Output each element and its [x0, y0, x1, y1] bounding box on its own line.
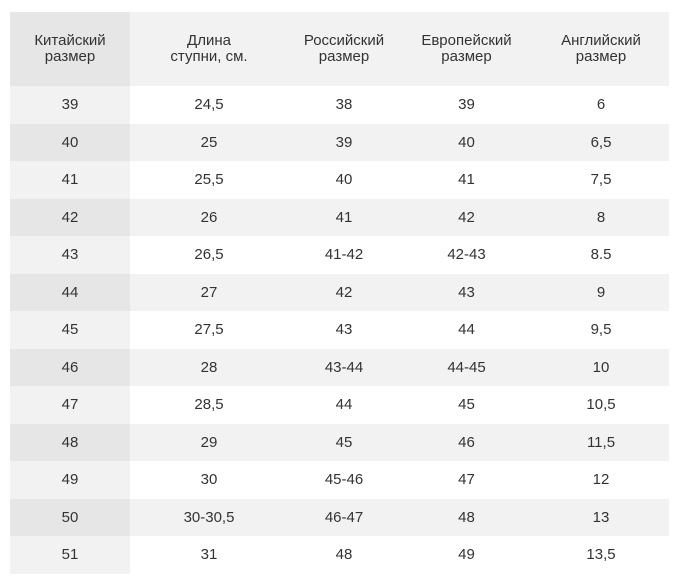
- header-line: размер: [575, 48, 627, 65]
- cell-european-size: 46: [400, 423, 533, 461]
- cell-english-size: 9: [533, 273, 669, 311]
- cell-chinese-size: 41: [10, 161, 130, 199]
- cell-chinese-size: 48: [10, 423, 130, 461]
- header-line: размер: [441, 48, 492, 65]
- cell-russian-size: 46-47: [288, 498, 400, 536]
- cell-chinese-size: 50: [10, 498, 130, 536]
- cell-european-size: 47: [458, 471, 475, 489]
- cell-european-size: 48: [400, 498, 533, 536]
- cell-russian-size: 45-46: [324, 471, 364, 489]
- header-foot-length: Длина ступни, см.: [130, 12, 288, 86]
- cell-russian-size: 40: [335, 171, 353, 189]
- header-russian-size: Российский размер: [288, 12, 400, 86]
- table-row: 48 29 45 46 11,5: [10, 423, 669, 461]
- cell-chinese-size: 39: [10, 86, 130, 124]
- header-line: Длина: [187, 32, 231, 49]
- cell-foot-length: 24,5: [194, 96, 224, 114]
- cell-chinese-size: 49: [10, 461, 130, 499]
- cell-foot-length: 30: [200, 471, 218, 489]
- cell-english-size: 9,5: [590, 321, 612, 339]
- cell-english-size: 6: [596, 96, 606, 114]
- cell-russian-size: 44: [335, 396, 353, 414]
- cell-chinese-size: 47: [10, 386, 130, 424]
- cell-foot-length: 25: [130, 123, 288, 161]
- header-chinese-size: Китайский размер: [10, 12, 130, 86]
- cell-foot-length: 26: [130, 198, 288, 236]
- cell-european-size: 49: [458, 546, 475, 564]
- cell-chinese-size: 46: [10, 348, 130, 386]
- header-row: Китайский размер Длина ступни, см. Росси…: [10, 12, 669, 86]
- cell-russian-size: 39: [288, 123, 400, 161]
- cell-english-size: 8.5: [590, 246, 612, 264]
- cell-english-size: 7,5: [590, 171, 612, 189]
- cell-european-size: 42: [400, 198, 533, 236]
- table-row: 40 25 39 40 6,5: [10, 123, 669, 161]
- cell-foot-length: 28: [130, 348, 288, 386]
- cell-chinese-size: 42: [10, 198, 130, 236]
- cell-russian-size: 42: [288, 273, 400, 311]
- cell-english-size: 12: [592, 471, 610, 489]
- cell-russian-size: 41: [288, 198, 400, 236]
- cell-english-size: 6,5: [533, 123, 669, 161]
- cell-chinese-size: 51: [10, 536, 130, 574]
- header-english-size: Английский размер: [533, 12, 669, 86]
- header-line: размер: [318, 48, 370, 65]
- cell-russian-size: 48: [335, 546, 353, 564]
- cell-english-size: 11,5: [533, 423, 669, 461]
- cell-english-size: 13: [533, 498, 669, 536]
- cell-chinese-size: 44: [10, 273, 130, 311]
- cell-european-size: 45: [458, 396, 475, 414]
- cell-european-size: 42-43: [447, 246, 486, 264]
- table-row: 39 24,5 38 39 6: [10, 86, 669, 124]
- cell-chinese-size: 43: [10, 236, 130, 274]
- table-row: 45 27,5 43 44 9,5: [10, 311, 669, 349]
- cell-foot-length: 26,5: [194, 246, 224, 264]
- table-row: 42 26 41 42 8: [10, 198, 669, 236]
- table-row: 43 26,5 41-42 42-43 8.5: [10, 236, 669, 274]
- header-line: ступни, см.: [170, 48, 248, 65]
- cell-russian-size: 43-44: [288, 348, 400, 386]
- cell-european-size: 44-45: [400, 348, 533, 386]
- cell-chinese-size: 40: [10, 123, 130, 161]
- cell-english-size: 10,5: [586, 396, 616, 414]
- cell-foot-length: 30-30,5: [130, 498, 288, 536]
- table-row: 51 31 48 49 13,5: [10, 536, 669, 574]
- header-line: Китайский: [34, 32, 106, 49]
- cell-russian-size: 38: [335, 96, 353, 114]
- cell-european-size: 44: [458, 321, 475, 339]
- cell-european-size: 41: [458, 171, 475, 189]
- header-line: Английский: [561, 32, 641, 49]
- cell-foot-length: 27: [130, 273, 288, 311]
- cell-european-size: 40: [400, 123, 533, 161]
- cell-english-size: 8: [533, 198, 669, 236]
- table-body: 39 24,5 38 39 6 40 25 39 40 6,5 41 25,5 40 41 7,5 42 26 4…: [10, 86, 669, 574]
- cell-russian-size: 43: [335, 321, 353, 339]
- table-row: 46 28 43-44 44-45 10: [10, 348, 669, 386]
- cell-english-size: 13,5: [586, 546, 616, 564]
- table-row: 41 25,5 40 41 7,5: [10, 161, 669, 199]
- cell-foot-length: 29: [130, 423, 288, 461]
- cell-foot-length: 25,5: [194, 171, 224, 189]
- cell-chinese-size: 45: [10, 311, 130, 349]
- table-row: 50 30-30,5 46-47 48 13: [10, 498, 669, 536]
- cell-foot-length: 27,5: [194, 321, 224, 339]
- cell-foot-length: 31: [200, 546, 218, 564]
- table-row: 49 30 45-46 47 12: [10, 461, 669, 499]
- cell-european-size: 39: [458, 96, 475, 114]
- header-line: Российский: [303, 32, 385, 49]
- cell-russian-size: 45: [288, 423, 400, 461]
- size-conversion-table: Китайский размер Длина ступни, см. Росси…: [10, 12, 669, 574]
- cell-english-size: 10: [533, 348, 669, 386]
- header-line: размер: [44, 48, 96, 65]
- cell-foot-length: 28,5: [194, 396, 224, 414]
- cell-european-size: 43: [400, 273, 533, 311]
- table-row: 44 27 42 43 9: [10, 273, 669, 311]
- cell-russian-size: 41-42: [324, 246, 364, 264]
- header-line: Европейский: [421, 32, 512, 49]
- header-european-size: Европейский размер: [400, 12, 533, 86]
- table-header: Китайский размер Длина ступни, см. Росси…: [10, 12, 669, 86]
- table-row: 47 28,5 44 45 10,5: [10, 386, 669, 424]
